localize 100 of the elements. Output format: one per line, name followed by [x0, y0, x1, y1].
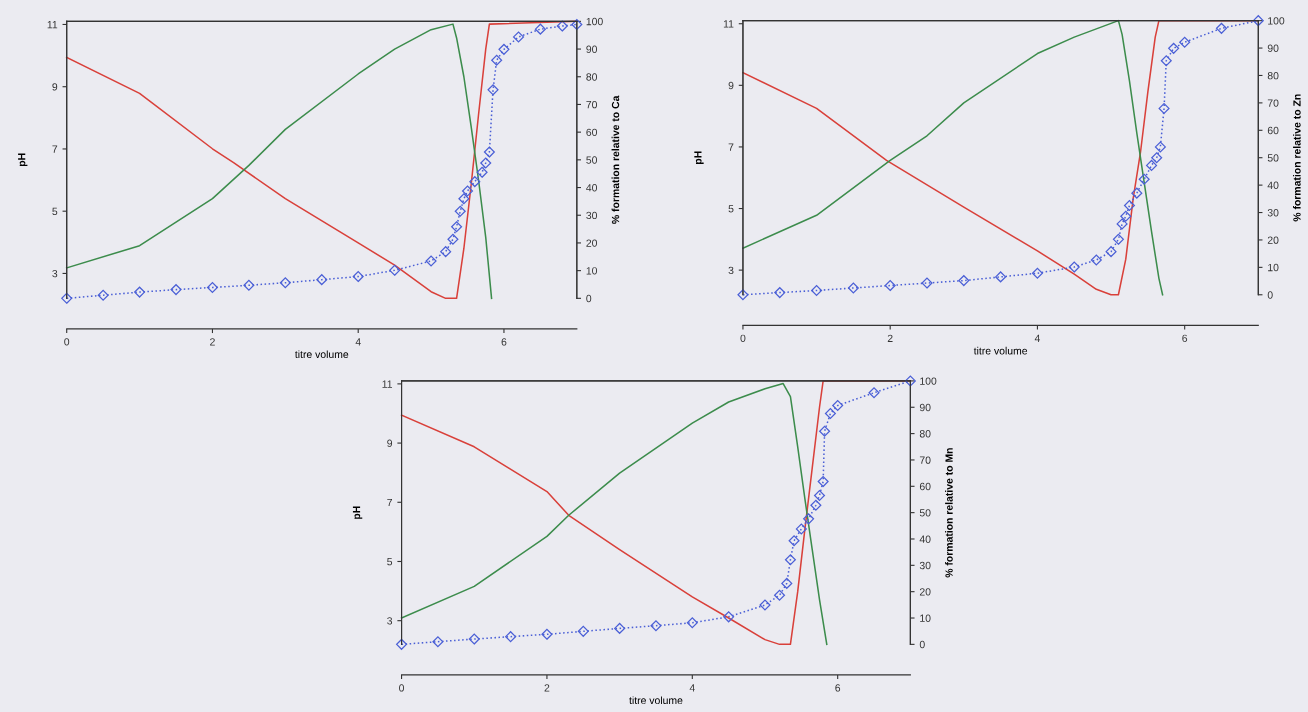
y2-tick-label: 80 — [586, 73, 598, 81]
y-tick-label: 9 — [728, 81, 734, 90]
point — [1105, 246, 1117, 258]
y2-tick-label: 90 — [919, 403, 931, 412]
point — [803, 513, 815, 525]
point — [1090, 254, 1102, 266]
y2-tick-label: 100 — [586, 17, 603, 26]
point — [505, 631, 517, 643]
point — [1116, 218, 1128, 230]
point — [483, 146, 495, 158]
y2-tick-label: 0 — [586, 294, 592, 303]
point — [1146, 159, 1158, 171]
point — [737, 289, 749, 301]
point — [774, 287, 786, 299]
y-tick-label: 5 — [52, 207, 58, 216]
x-tick-label: 2 — [887, 334, 893, 342]
x-tick-label: 6 — [835, 684, 841, 692]
point — [1168, 42, 1180, 54]
point — [512, 31, 525, 43]
point — [686, 617, 698, 629]
y2-axis-title: % formation relative to Zn — [1293, 94, 1301, 222]
y2-axis-title: % formation relative to Ca — [611, 95, 620, 224]
x-tick-label: 0 — [64, 338, 70, 346]
x-tick-label: 0 — [399, 684, 405, 692]
y-tick-label: 7 — [728, 143, 734, 151]
point — [921, 277, 933, 289]
y2-tick-label: 40 — [1267, 181, 1279, 189]
x-tick-label: 6 — [501, 338, 507, 346]
point — [817, 476, 829, 488]
point — [556, 20, 568, 32]
y2-tick-label: 90 — [586, 45, 598, 53]
x-tick-label: 4 — [1034, 334, 1041, 342]
y2-tick-label: 100 — [920, 377, 937, 385]
point — [534, 23, 546, 35]
y2-tick-label: 20 — [919, 588, 931, 596]
y2-tick-label: 10 — [920, 614, 931, 622]
y2-tick-label: 80 — [1267, 71, 1279, 80]
point — [773, 589, 786, 601]
point — [352, 271, 364, 283]
y2-tick-label: 60 — [919, 482, 931, 491]
point — [451, 221, 463, 233]
y-axis-title: pH — [18, 153, 28, 167]
point — [788, 535, 800, 547]
y2-tick-label: 0 — [1267, 291, 1273, 299]
point — [206, 281, 218, 293]
y2-tick-label: 30 — [586, 211, 598, 220]
point — [810, 499, 822, 511]
point — [170, 284, 182, 296]
point — [723, 611, 735, 623]
point — [832, 399, 844, 412]
point — [541, 628, 553, 640]
y-tick-label: 11 — [47, 21, 58, 29]
x-tick-label: 4 — [689, 684, 695, 692]
point — [819, 425, 831, 437]
x-tick-label: 0 — [740, 334, 746, 342]
point — [781, 577, 793, 589]
point — [1154, 141, 1166, 153]
point — [824, 407, 836, 420]
point — [884, 279, 896, 292]
y2-tick-label: 60 — [586, 128, 598, 137]
x-axis-title: titre volume — [295, 350, 349, 359]
y2-tick-label: 20 — [586, 239, 598, 247]
point — [1252, 15, 1264, 27]
y2-axis-title: % formation relative to Mn — [945, 448, 953, 578]
point — [847, 282, 859, 294]
y-axis-title: pH — [352, 506, 363, 519]
y2-tick-label: 20 — [1267, 236, 1279, 244]
point — [1138, 173, 1150, 185]
x-tick-label: 2 — [210, 338, 215, 346]
point — [396, 638, 408, 650]
y2-tick-label: 40 — [919, 535, 931, 543]
point — [1151, 152, 1163, 164]
x-tick-label: 4 — [355, 338, 361, 346]
y2-tick-label: 30 — [1267, 209, 1279, 217]
point — [61, 292, 73, 304]
y-tick-label: 5 — [728, 205, 734, 213]
x-axis-title: titre volume — [973, 346, 1028, 355]
point — [1068, 261, 1080, 273]
y2-tick-label: 90 — [1267, 44, 1279, 52]
point — [784, 554, 796, 566]
point — [614, 622, 626, 634]
point — [425, 255, 437, 267]
point — [811, 284, 823, 296]
y-tick-label: 5 — [387, 558, 393, 566]
point — [995, 271, 1007, 283]
point — [491, 54, 503, 66]
point — [440, 246, 452, 258]
point — [650, 620, 662, 632]
point — [1031, 267, 1043, 279]
y-tick-label: 7 — [52, 145, 58, 153]
point — [1120, 210, 1132, 222]
point — [1123, 199, 1135, 211]
point — [279, 277, 291, 289]
point — [904, 375, 916, 387]
point — [458, 193, 470, 205]
y-axis-title: pH — [694, 151, 704, 164]
point — [498, 43, 510, 55]
y-tick-label: 3 — [387, 617, 393, 625]
point — [389, 264, 401, 276]
y2-tick-label: 0 — [919, 640, 925, 649]
